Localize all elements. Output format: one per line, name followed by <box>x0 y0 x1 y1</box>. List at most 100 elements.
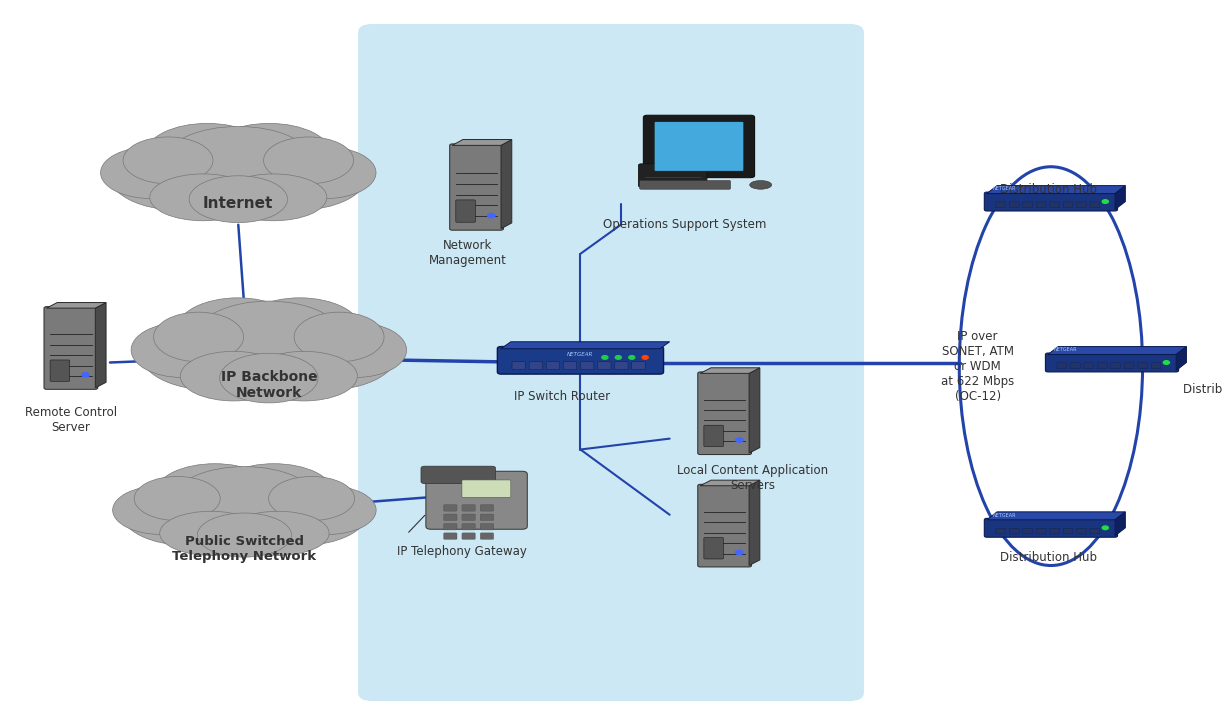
FancyBboxPatch shape <box>704 425 723 447</box>
FancyBboxPatch shape <box>598 362 611 370</box>
FancyBboxPatch shape <box>1023 528 1033 534</box>
FancyBboxPatch shape <box>497 347 664 374</box>
FancyBboxPatch shape <box>444 533 457 539</box>
FancyBboxPatch shape <box>450 144 503 231</box>
Ellipse shape <box>139 314 280 390</box>
FancyBboxPatch shape <box>704 537 723 559</box>
FancyBboxPatch shape <box>1050 528 1059 534</box>
FancyBboxPatch shape <box>996 202 1006 207</box>
Ellipse shape <box>145 123 269 185</box>
FancyBboxPatch shape <box>1046 353 1179 372</box>
Circle shape <box>82 373 89 377</box>
Circle shape <box>1163 361 1169 365</box>
Polygon shape <box>1048 347 1187 355</box>
Ellipse shape <box>275 146 376 199</box>
Polygon shape <box>46 302 106 308</box>
Circle shape <box>643 356 648 360</box>
FancyBboxPatch shape <box>1090 528 1100 534</box>
Ellipse shape <box>109 138 249 210</box>
Circle shape <box>736 550 743 555</box>
Ellipse shape <box>258 314 398 390</box>
Circle shape <box>629 356 635 360</box>
FancyBboxPatch shape <box>444 514 457 521</box>
FancyBboxPatch shape <box>1151 363 1161 369</box>
Ellipse shape <box>176 298 299 363</box>
FancyBboxPatch shape <box>640 181 731 189</box>
FancyBboxPatch shape <box>563 362 577 370</box>
Ellipse shape <box>220 353 318 403</box>
FancyBboxPatch shape <box>426 471 528 529</box>
Polygon shape <box>987 512 1125 520</box>
FancyBboxPatch shape <box>632 362 645 370</box>
FancyBboxPatch shape <box>456 200 475 222</box>
Ellipse shape <box>189 175 287 223</box>
Ellipse shape <box>123 137 213 184</box>
Polygon shape <box>501 139 512 229</box>
FancyBboxPatch shape <box>512 362 525 370</box>
Text: IP over
SONET, ATM
or WDM
at 622 Mbps
(OC-12): IP over SONET, ATM or WDM at 622 Mbps (O… <box>941 330 1014 402</box>
FancyBboxPatch shape <box>1063 202 1073 207</box>
Polygon shape <box>1176 347 1187 370</box>
FancyBboxPatch shape <box>462 533 475 539</box>
Ellipse shape <box>134 476 220 521</box>
Ellipse shape <box>264 137 353 184</box>
FancyBboxPatch shape <box>643 115 754 178</box>
FancyBboxPatch shape <box>44 307 98 389</box>
Text: Distribution Hub: Distribution Hub <box>1000 183 1097 196</box>
Text: Distribution Hub: Distribution Hub <box>1000 551 1097 564</box>
Circle shape <box>1102 200 1108 204</box>
Ellipse shape <box>198 513 292 557</box>
Ellipse shape <box>161 477 327 552</box>
FancyBboxPatch shape <box>996 528 1006 534</box>
FancyBboxPatch shape <box>1036 528 1046 534</box>
FancyBboxPatch shape <box>985 518 1118 537</box>
Ellipse shape <box>227 511 329 555</box>
FancyBboxPatch shape <box>358 24 864 701</box>
FancyBboxPatch shape <box>985 192 1118 211</box>
FancyBboxPatch shape <box>462 514 475 521</box>
Circle shape <box>616 356 621 360</box>
FancyBboxPatch shape <box>1070 363 1080 369</box>
FancyBboxPatch shape <box>1036 202 1046 207</box>
FancyBboxPatch shape <box>546 362 560 370</box>
Ellipse shape <box>251 352 357 401</box>
FancyBboxPatch shape <box>1138 363 1147 369</box>
FancyBboxPatch shape <box>1009 528 1019 534</box>
Polygon shape <box>95 302 106 388</box>
FancyBboxPatch shape <box>671 153 727 160</box>
Ellipse shape <box>131 323 232 378</box>
FancyBboxPatch shape <box>615 362 628 370</box>
Ellipse shape <box>306 323 407 378</box>
Ellipse shape <box>175 467 314 531</box>
FancyBboxPatch shape <box>1097 363 1107 369</box>
Ellipse shape <box>196 301 342 373</box>
FancyBboxPatch shape <box>639 164 706 187</box>
Text: Internet: Internet <box>203 196 274 211</box>
Ellipse shape <box>181 352 287 401</box>
FancyBboxPatch shape <box>480 533 494 539</box>
Polygon shape <box>987 186 1125 194</box>
FancyBboxPatch shape <box>655 122 744 171</box>
Text: Operations Support System: Operations Support System <box>602 218 766 231</box>
FancyBboxPatch shape <box>420 466 496 484</box>
FancyBboxPatch shape <box>1084 363 1094 369</box>
Ellipse shape <box>160 511 262 555</box>
FancyBboxPatch shape <box>1050 202 1059 207</box>
Ellipse shape <box>182 313 356 397</box>
FancyBboxPatch shape <box>1009 202 1019 207</box>
Polygon shape <box>749 480 760 566</box>
Circle shape <box>602 356 609 360</box>
Text: NETGEAR: NETGEAR <box>567 352 594 357</box>
Ellipse shape <box>165 126 312 194</box>
Text: Network
Management: Network Management <box>429 239 507 268</box>
Ellipse shape <box>227 138 368 210</box>
Polygon shape <box>749 368 760 453</box>
Ellipse shape <box>238 298 362 363</box>
Ellipse shape <box>150 174 257 221</box>
Ellipse shape <box>155 464 274 522</box>
FancyBboxPatch shape <box>50 360 70 381</box>
FancyBboxPatch shape <box>480 514 494 521</box>
FancyBboxPatch shape <box>1124 363 1134 369</box>
Text: Distribution Hub: Distribution Hub <box>1183 383 1222 396</box>
Polygon shape <box>1116 186 1125 210</box>
